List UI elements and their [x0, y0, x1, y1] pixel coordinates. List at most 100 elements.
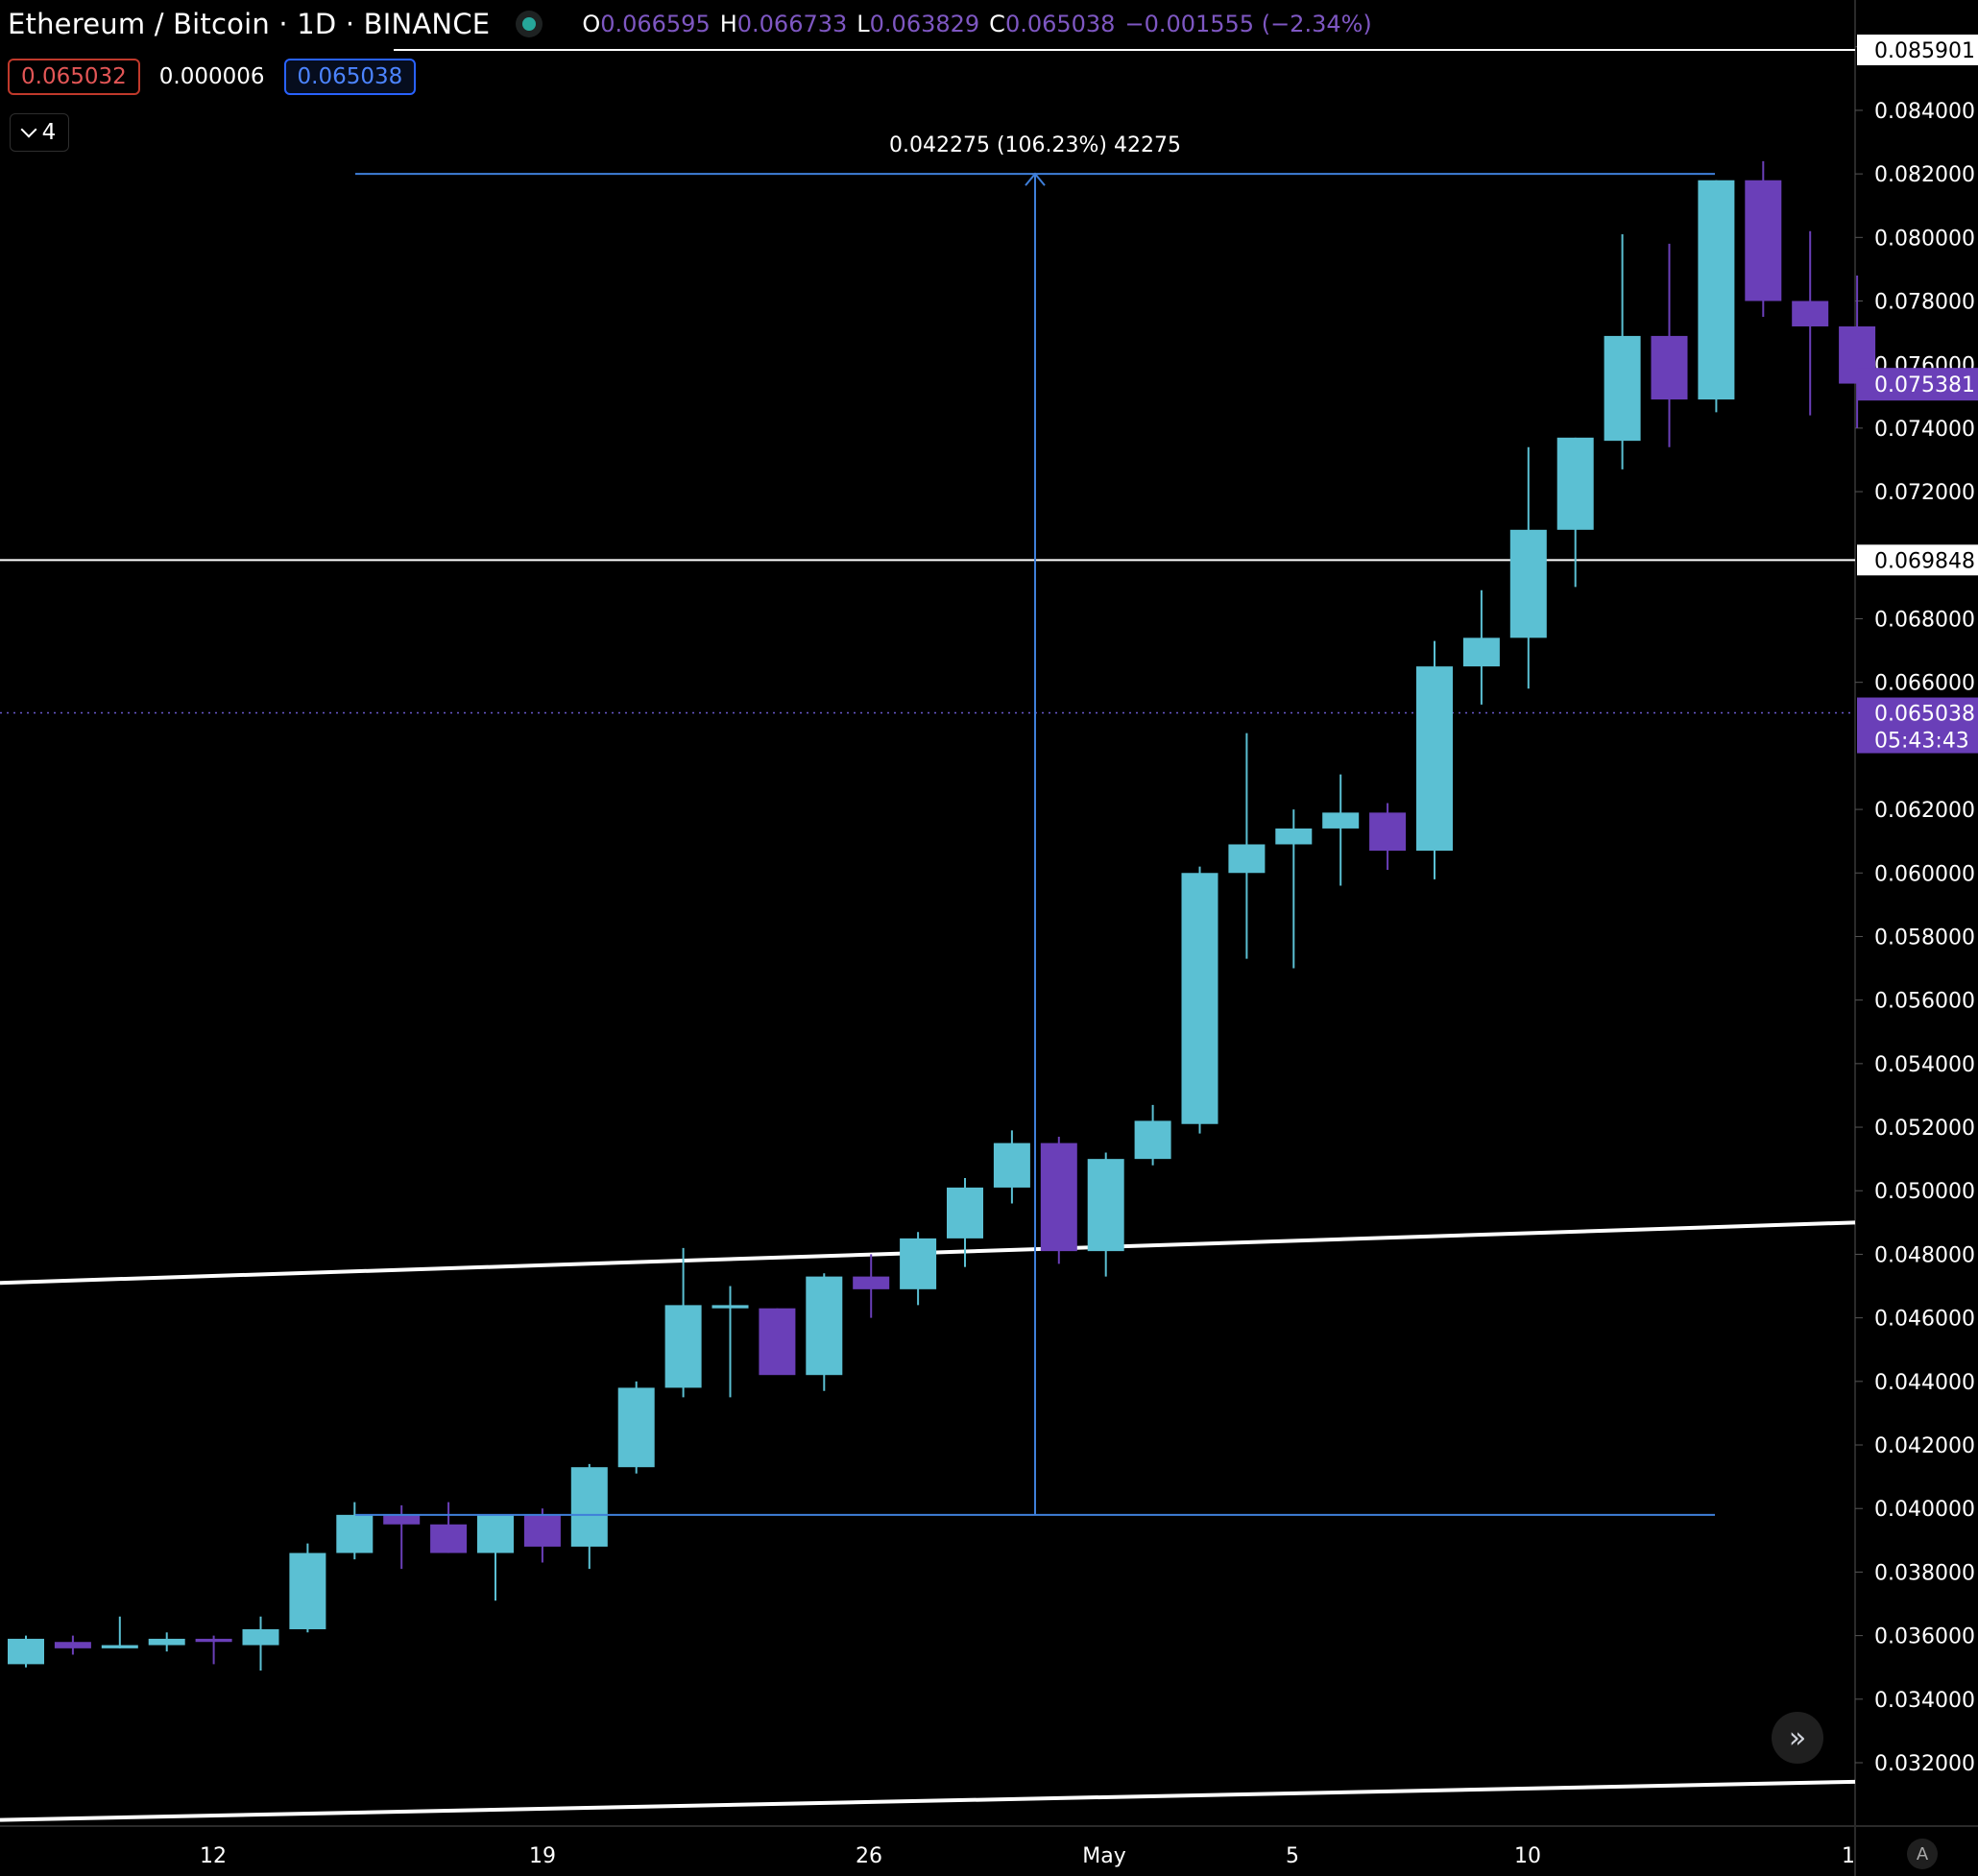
y-tick-label: 0.056000 — [1874, 990, 1975, 1014]
x-tick-label: 12 — [200, 1844, 227, 1868]
y-tick-label: 0.032000 — [1874, 1752, 1975, 1776]
candle-body — [1416, 666, 1453, 852]
y-tick-label: 0.034000 — [1874, 1689, 1975, 1713]
horizontal-line-price-label: 0.069848 — [1874, 549, 1975, 573]
candle-body — [101, 1645, 138, 1648]
candle-body — [570, 1467, 608, 1547]
candle-body — [993, 1142, 1030, 1188]
y-tick-label: 0.054000 — [1874, 1053, 1975, 1077]
candle-body — [1040, 1142, 1077, 1252]
candle-body — [54, 1642, 91, 1648]
candle-body — [1698, 180, 1735, 400]
candle-body — [1181, 873, 1218, 1124]
sell-button[interactable]: 0.065032 — [8, 59, 140, 95]
y-tick-label: 0.062000 — [1874, 799, 1975, 823]
x-tick-label: 19 — [529, 1844, 556, 1868]
y-tick-label: 0.058000 — [1874, 926, 1975, 950]
double-chevron-right-icon: » — [1788, 1720, 1807, 1755]
y-tick-label: 0.066000 — [1874, 672, 1975, 696]
candle-body — [477, 1514, 514, 1553]
scroll-to-realtime-button[interactable]: » — [1772, 1712, 1823, 1764]
y-tick-label: 0.084000 — [1874, 100, 1975, 124]
candle-body — [1275, 828, 1313, 845]
y-tick-label: 0.082000 — [1874, 163, 1975, 187]
candle-body — [383, 1514, 421, 1525]
candle-body — [1462, 637, 1500, 667]
change-value: −0.001555 (−2.34%) — [1124, 11, 1372, 37]
y-tick-label: 0.074000 — [1874, 418, 1975, 442]
y-tick-label: 0.040000 — [1874, 1498, 1975, 1522]
symbol-title[interactable]: Ethereum / Bitcoin · 1D · BINANCE — [8, 8, 491, 40]
x-tick-label: May — [1082, 1844, 1125, 1868]
candle-body — [242, 1628, 279, 1646]
horizontal-line-price-tag — [1857, 35, 1978, 65]
candle-body — [806, 1276, 843, 1376]
measure-label: 0.042275 (106.23%) 42275 — [889, 133, 1181, 157]
candle-body — [1322, 812, 1360, 829]
candle-body — [947, 1187, 983, 1239]
candle-body — [430, 1524, 468, 1553]
candle-body — [1134, 1120, 1171, 1160]
buy-button[interactable]: 0.065038 — [283, 59, 417, 95]
candle-body — [1087, 1159, 1124, 1252]
y-tick-label: 0.060000 — [1874, 862, 1975, 886]
y-tick-label: 0.072000 — [1874, 481, 1975, 505]
market-status-icon[interactable] — [522, 17, 537, 31]
chart-legend: Ethereum / Bitcoin · 1D · BINANCE O0.066… — [8, 8, 1372, 40]
y-tick-label: 0.042000 — [1874, 1434, 1975, 1458]
candle-body — [1745, 180, 1782, 301]
candle-body — [712, 1305, 749, 1309]
y-tick-label: 0.050000 — [1874, 1180, 1975, 1204]
candle-body — [1604, 335, 1641, 442]
y-tick-label: 0.036000 — [1874, 1625, 1975, 1649]
candle-body — [1792, 301, 1829, 326]
candle-body — [289, 1552, 326, 1629]
y-tick-label: 0.068000 — [1874, 608, 1975, 632]
candle-body — [8, 1638, 44, 1665]
chevron-down-icon — [20, 121, 37, 138]
candle-body — [664, 1305, 702, 1388]
y-tick-label: 0.046000 — [1874, 1308, 1975, 1332]
candle-body — [617, 1387, 655, 1468]
y-tick-label: 0.078000 — [1874, 291, 1975, 315]
current-price-tag — [1857, 368, 1978, 401]
x-tick-label: 10 — [1514, 1844, 1541, 1868]
x-tick-label: 5 — [1286, 1844, 1299, 1868]
candle-body — [1509, 529, 1547, 638]
trade-buttons: 0.065032 0.000006 0.065038 — [8, 59, 417, 95]
candle-body — [1556, 437, 1594, 530]
x-tick-label: 1 — [1842, 1844, 1855, 1868]
measure-arrow — [1025, 172, 1046, 186]
last-price-label: 0.065038 — [1874, 703, 1975, 727]
y-tick-label: 0.048000 — [1874, 1243, 1975, 1267]
indicators-toggle[interactable]: 4 — [10, 113, 69, 152]
y-tick-label: 0.038000 — [1874, 1561, 1975, 1585]
current-price-label: 0.075381 — [1874, 373, 1975, 397]
candle-body — [853, 1276, 890, 1289]
candle-body — [900, 1238, 937, 1289]
candle-body — [1369, 812, 1407, 852]
x-tick-label: 26 — [856, 1844, 882, 1868]
countdown-label: 05:43:43 — [1874, 730, 1969, 754]
spread-value: 0.000006 — [158, 64, 265, 89]
candle-body — [148, 1638, 185, 1646]
candle-body — [1228, 844, 1266, 874]
y-tick-label: 0.052000 — [1874, 1117, 1975, 1141]
horizontal-line-price-tag — [1857, 544, 1978, 576]
candle-body — [195, 1638, 232, 1643]
candle-body — [759, 1308, 796, 1376]
candle-body — [523, 1514, 561, 1547]
y-tick-label: 0.044000 — [1874, 1371, 1975, 1395]
candle-body — [1651, 335, 1688, 400]
last-price-tag — [1857, 697, 1978, 754]
candle-body — [336, 1514, 374, 1553]
indicators-count: 4 — [41, 120, 57, 145]
horizontal-line-price-label: 0.085901 — [1874, 39, 1975, 63]
auto-scale-icon: A — [1916, 1843, 1929, 1864]
trend-line — [0, 1779, 1856, 1822]
auto-scale-button[interactable]: A — [1907, 1839, 1938, 1869]
y-tick-label: 0.080000 — [1874, 227, 1975, 251]
ohlc-values: O0.066595 H0.066733 L0.063829 C0.065038 … — [582, 11, 1372, 37]
